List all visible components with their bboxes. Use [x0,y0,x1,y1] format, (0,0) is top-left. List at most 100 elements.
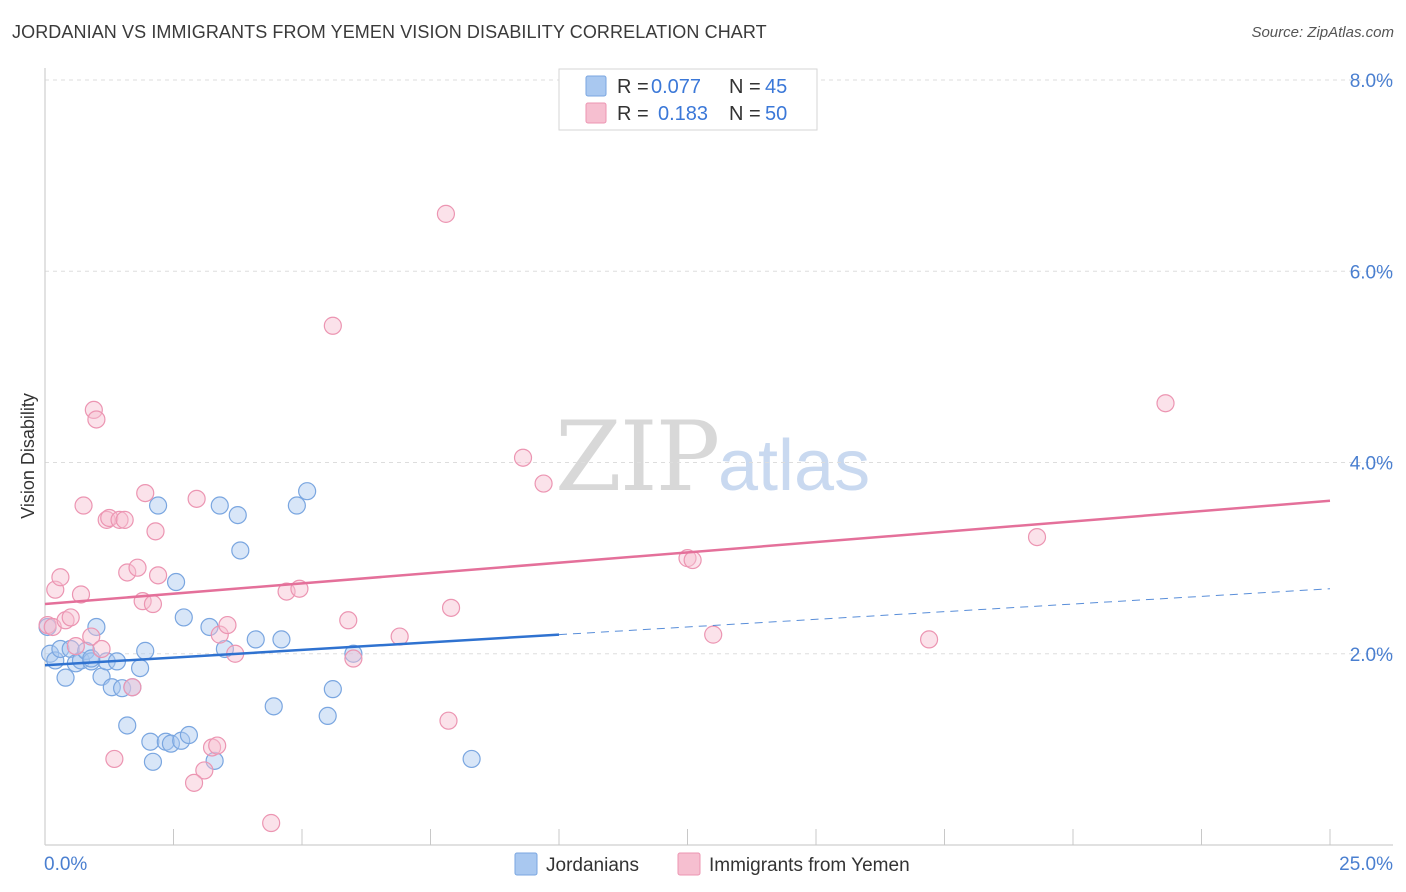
legend-r-value-2: 0.183 [658,103,708,125]
jordanians-point-3 [51,639,70,659]
jordanians-point-41 [344,644,363,663]
jordanians-point-5 [61,639,80,659]
jordanians-point-43 [210,496,229,515]
yemen-point-37 [339,611,358,630]
jordanians-point-33 [231,541,250,560]
yemen-point-19 [123,678,142,697]
legend-swatch-pink [585,102,607,124]
jordanians-point-35 [264,697,283,716]
y-tick-label-2: 6.0% [1350,262,1393,283]
yemen-point-27 [195,761,214,780]
jordanians-point-37 [287,496,306,515]
jordanians-point-20 [141,732,160,751]
chart-title: JORDANIAN VS IMMIGRANTS FROM YEMEN VISIO… [12,22,767,42]
y-tick-label-3: 8.0% [1350,71,1393,92]
yemen-point-30 [210,625,229,644]
yemen-point-22 [136,484,155,503]
y-tick-labels: 2.0% 4.0% 6.0% 8.0% [1350,71,1393,666]
series-legend-swatch-yemen [677,852,701,876]
x-tick-marks [173,829,1331,845]
jordanians-point-4 [56,668,75,687]
yemen-point-48 [919,630,939,649]
series-legend-label-jordanians: Jordanians [546,855,639,876]
jordanians-point-24 [161,734,181,753]
yemen-point-17 [115,510,134,529]
yemen-point-5 [61,608,80,627]
jordanians-point-40 [323,680,342,699]
jordanians-trendline [44,633,560,667]
yemen-point-38 [344,649,363,668]
jordanians-point-10 [87,617,106,637]
watermark-zip: ZIP [555,401,718,513]
yemen-point-26 [187,489,206,508]
yemen-point-8 [74,496,93,515]
yemen-point-18 [118,563,137,582]
yemen-point-9 [82,627,101,646]
jordanians-point-21 [143,752,163,771]
yemen-trendline [44,499,1331,606]
scatter-points [38,204,1175,833]
legend-n-value-2: 50 [765,103,787,125]
series-legend: Jordanians Immigrants from Yemen [514,852,910,876]
yemen-point-43 [513,448,533,467]
jordanians-trendline-extension [558,588,1331,636]
stats-legend: R = 0.077 N = 45 R = 0.183 N = 50 [558,68,818,131]
legend-n-label-1: N = [729,76,761,98]
source-label: Source: ZipAtlas.com [1251,24,1394,41]
yemen-point-11 [87,410,106,429]
yemen-point-49 [1027,527,1047,547]
yemen-point-23 [143,594,163,614]
yemen-point-40 [436,204,456,223]
y-tick-label-1: 4.0% [1350,454,1393,475]
yemen-point-51 [184,773,204,792]
yemen-point-41 [439,711,458,730]
yemen-point-31 [218,615,237,635]
yemen-point-25 [148,566,168,585]
jordanians-point-18 [130,658,150,678]
yemen-point-42 [441,598,461,617]
gridlines [45,79,1393,655]
series-legend-label-yemen: Immigrants from Yemen [709,855,910,876]
x-tick-label-min: 0.0% [44,854,87,875]
y-axis-label: Vision Disability [18,393,38,519]
yemen-point-39 [390,627,409,646]
jordanians-point-29 [200,617,219,637]
jordanians-point-34 [246,630,265,649]
legend-r-label-1: R = [617,76,649,98]
yemen-point-50 [1156,394,1175,413]
jordanians-point-32 [228,505,247,525]
yemen-point-44 [534,474,553,493]
jordanians-point-27 [174,608,193,627]
legend-r-value-1: 0.077 [651,76,701,98]
jordanians-point-36 [272,630,291,649]
watermark-atlas: atlas [718,426,870,506]
yemen-point-3 [51,568,70,587]
yemen-point-20 [128,558,147,577]
legend-r-label-2: R = [617,103,649,125]
y-tick-label-0: 2.0% [1350,645,1393,666]
yemen-point-29 [208,736,227,755]
legend-swatch-blue [585,75,607,97]
yemen-point-16 [110,510,129,529]
jordanians-point-39 [318,706,337,726]
jordanians-point-38 [298,482,317,501]
yemen-point-36 [323,316,342,335]
yemen-point-15 [105,749,124,769]
yemen-point-4 [56,611,75,630]
yemen-point-13 [97,510,116,529]
series-legend-swatch-jordanians [514,852,538,876]
jordanians-point-16 [118,716,137,735]
yemen-point-47 [704,625,723,644]
yemen-point-33 [262,813,281,833]
yemen-point-6 [66,636,85,656]
yemen-point-12 [92,639,111,659]
yemen-point-46 [683,550,702,570]
jordanians-point-28 [179,725,199,745]
jordanians-point-22 [148,496,168,515]
jordanians-point-19 [136,641,155,660]
trend-lines [44,499,1331,667]
jordanians-point-42 [462,749,481,769]
legend-n-label-2: N = [729,103,761,125]
x-tick-label-max: 25.0% [1339,854,1393,875]
